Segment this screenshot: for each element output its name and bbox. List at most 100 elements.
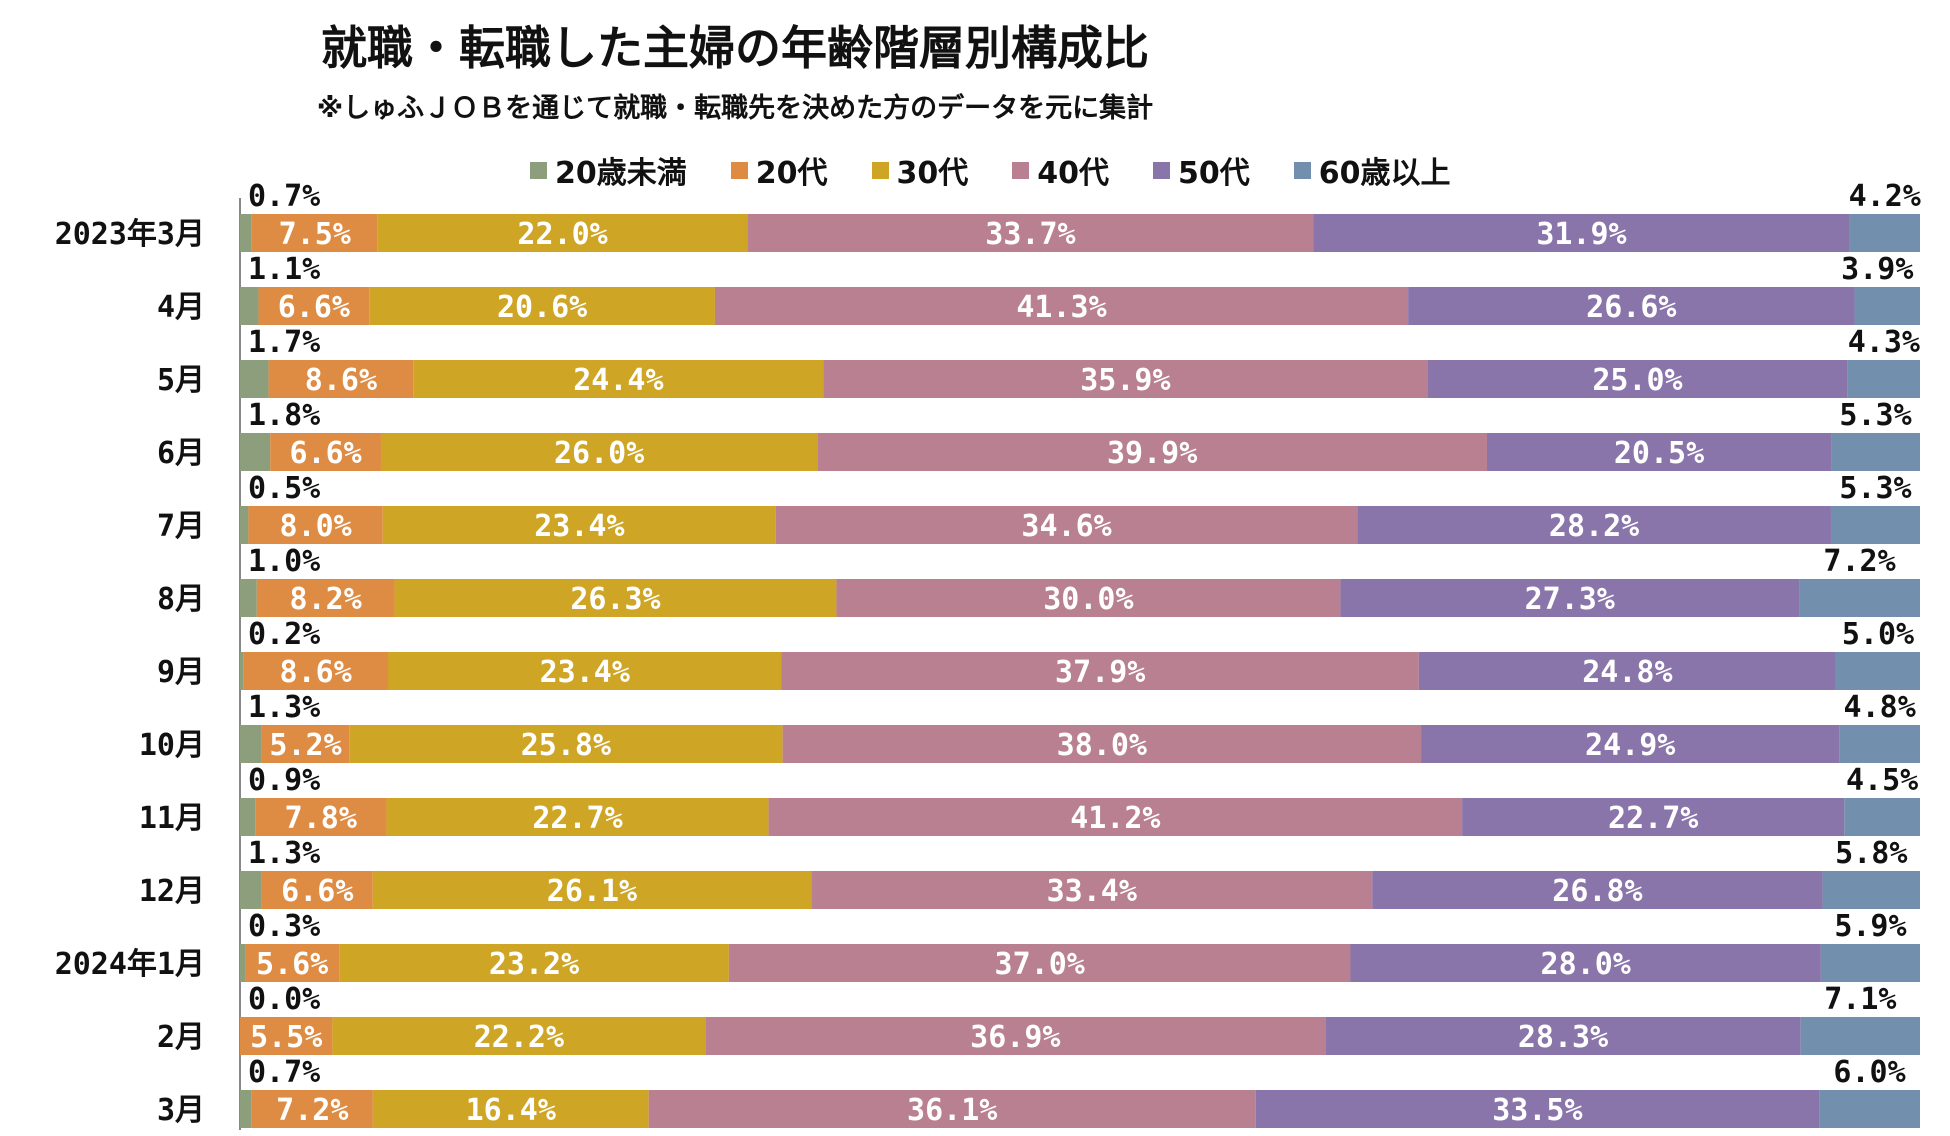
data-label: 1.3% (248, 690, 320, 725)
data-label: 6.6% (281, 874, 353, 909)
bar-segment-3 (339, 944, 729, 982)
legend-swatch (530, 161, 547, 179)
data-label: 8.2% (290, 582, 362, 617)
data-label: 3.9% (1841, 252, 1913, 287)
bar-segment-5 (1462, 798, 1845, 836)
category-label: 2月 (157, 1020, 205, 1055)
bar-segment-2 (268, 360, 414, 398)
bar-segment-5 (1372, 871, 1823, 909)
data-label: 0.7% (248, 179, 320, 214)
category-label: 6月 (157, 436, 205, 471)
data-label: 1.0% (248, 544, 320, 579)
bar-segment-4 (768, 798, 1463, 836)
data-label: 0.3% (248, 909, 320, 944)
data-label: 41.2% (1070, 801, 1160, 836)
legend-item: 20代 (730, 148, 828, 192)
data-label: 5.0% (1842, 617, 1914, 652)
data-label: 25.0% (1592, 363, 1682, 398)
bar-segment-2 (251, 1090, 373, 1128)
bar-segment-5 (1357, 506, 1831, 544)
bar-segment-6 (1844, 798, 1920, 836)
bar-segment-2 (258, 287, 370, 325)
category-label: 7月 (157, 509, 205, 544)
data-label: 8.6% (280, 655, 352, 690)
legend-label: 60歳以上 (1318, 156, 1451, 191)
data-label: 6.0% (1833, 1055, 1905, 1090)
bar-segment-4 (648, 1090, 1256, 1128)
bar-segment-3 (413, 360, 824, 398)
bar-segment-1 (240, 579, 257, 617)
category-label: 2023年3月 (55, 217, 205, 252)
data-label: 5.5% (250, 1020, 322, 1055)
data-label: 7.5% (279, 217, 351, 252)
bar-segment-6 (1820, 944, 1920, 982)
bar-segment-2 (243, 652, 388, 690)
data-label: 4.8% (1844, 690, 1916, 725)
bar-segment-4 (782, 725, 1422, 763)
bar-segment-2 (256, 579, 395, 617)
data-label: 33.4% (1047, 874, 1137, 909)
bar-segment-6 (1799, 579, 1920, 617)
data-label: 26.6% (1586, 290, 1676, 325)
bar-segment-2 (270, 433, 381, 471)
legend-item: 60歳以上 (1293, 148, 1451, 192)
bar-segment-6 (1822, 871, 1920, 909)
legend-item: 20歳未満 (530, 148, 687, 192)
bar-segment-4 (823, 360, 1428, 398)
category-label: 4月 (157, 290, 205, 325)
legend-swatch (871, 161, 889, 179)
bar-segment-5 (1408, 287, 1855, 325)
data-label: 22.7% (1608, 801, 1698, 836)
data-label: 6.6% (289, 436, 361, 471)
legend-item: 30代 (871, 148, 968, 192)
bar-segment-5 (1255, 1090, 1820, 1128)
legend-swatch (1153, 161, 1170, 179)
data-label: 20.6% (497, 290, 587, 325)
data-label: 8.0% (279, 509, 351, 544)
bar-segment-2 (251, 214, 378, 252)
bar-segment-4 (775, 506, 1358, 544)
data-label: 0.5% (248, 471, 320, 506)
data-label: 0.0% (248, 982, 320, 1017)
legend-item: 50代 (1153, 148, 1250, 192)
bar-segment-5 (1325, 1017, 1801, 1055)
bar-segment-2 (255, 798, 387, 836)
data-label: 5.2% (269, 728, 341, 763)
data-label: 16.4% (466, 1093, 556, 1128)
data-label: 35.9% (1080, 363, 1170, 398)
bar-segment-5 (1313, 214, 1850, 252)
data-label: 4.5% (1846, 763, 1918, 798)
data-label: 5.6% (256, 947, 328, 982)
category-label: 10月 (139, 728, 205, 763)
data-label: 26.3% (570, 582, 660, 617)
data-label: 8.6% (305, 363, 377, 398)
bar-segment-1 (240, 944, 246, 982)
data-label: 24.8% (1582, 655, 1672, 690)
data-label: 37.9% (1055, 655, 1145, 690)
data-label: 26.0% (554, 436, 644, 471)
data-label: 5.9% (1834, 909, 1906, 944)
bar-segment-3 (386, 798, 769, 836)
chart-title: 就職・転職した主婦の年齢階層別構成比 (321, 21, 1149, 75)
bar-segment-1 (240, 1090, 252, 1128)
bar-segment-3 (394, 579, 837, 617)
legend-item: 40代 (1012, 148, 1109, 192)
data-label: 23.4% (540, 655, 630, 690)
data-label: 28.2% (1549, 509, 1639, 544)
bar-segment-6 (1835, 652, 1920, 690)
bar-segment-4 (817, 433, 1487, 471)
bar-segment-2 (248, 506, 383, 544)
bar-segment-3 (387, 652, 782, 690)
bar-segment-1 (240, 652, 244, 690)
bar-segment-5 (1350, 944, 1821, 982)
data-label: 28.3% (1518, 1020, 1608, 1055)
bar-segment-1 (240, 871, 262, 909)
bar-segment-4 (811, 871, 1373, 909)
bar-segment-4 (705, 1017, 1326, 1055)
bar-segment-1 (240, 360, 269, 398)
data-label: 26.1% (547, 874, 637, 909)
bar-segment-4 (836, 579, 1341, 617)
bar-segment-3 (349, 725, 783, 763)
bar-segment-3 (332, 1017, 706, 1055)
